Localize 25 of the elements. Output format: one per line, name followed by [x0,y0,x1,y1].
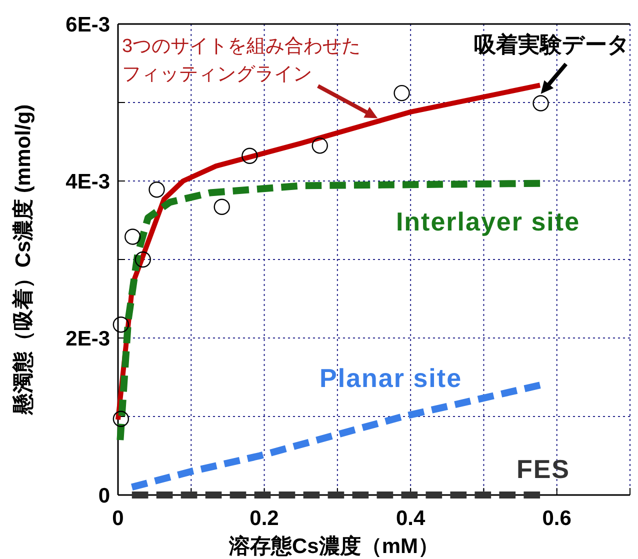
y-axis-title: 懸濁態（吸着）Cs濃度 (mmol/g) [11,104,35,416]
point [394,84,410,102]
series-label: Interlayer site [396,206,580,236]
point [134,251,151,268]
series-label: FES [516,454,570,484]
point [242,148,258,164]
point [214,198,230,216]
x-tick-label: 0 [112,507,124,530]
point [312,138,328,154]
annotation: 3つのサイトを組み合わせたフィッティングライン [122,36,361,85]
x-tick-label: 0.6 [542,507,572,530]
y-tick-label: 2E-3 [66,327,110,350]
annotation: 吸着実験データ [474,32,630,57]
y-tick-label: 4E-3 [66,170,110,194]
point [148,182,165,198]
x-tick-label: 0.4 [396,507,426,530]
x-tick-label: 0.2 [250,507,279,530]
x-axis-title: 溶存態Cs濃度（mM） [228,534,440,558]
point [124,228,141,245]
point [112,316,130,333]
y-tick-label: 6E-3 [66,13,110,36]
point [112,410,130,427]
series-label: Planar site [320,363,462,394]
y-tick-label: 0 [98,484,110,508]
point [532,95,549,112]
